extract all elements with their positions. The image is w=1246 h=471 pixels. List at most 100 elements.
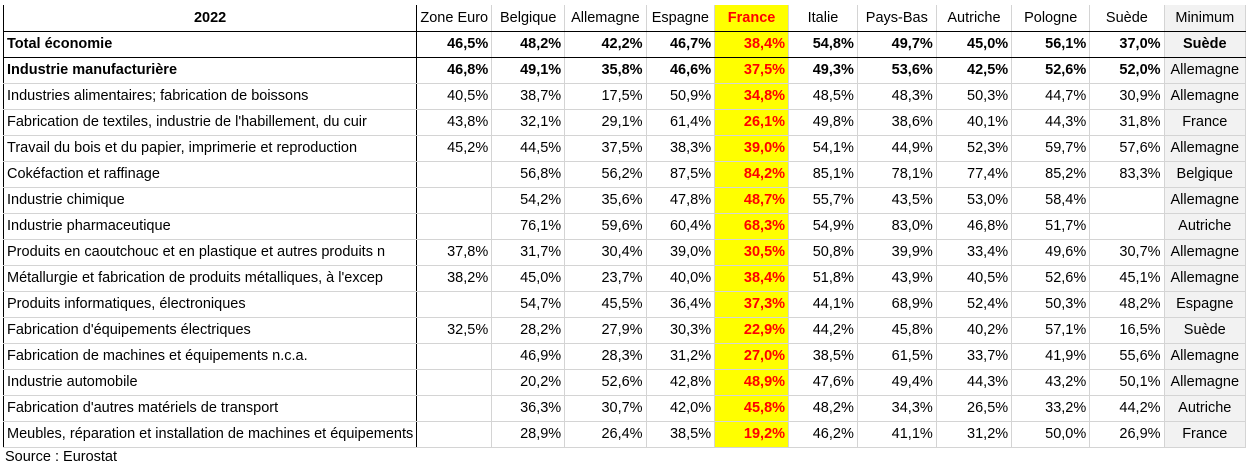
value-cell[interactable]: 50,8% <box>788 239 858 266</box>
minimum-cell[interactable]: Allemagne <box>1163 343 1246 370</box>
value-cell[interactable]: 17,5% <box>564 83 647 110</box>
value-cell[interactable]: 46,2% <box>788 421 858 448</box>
value-cell[interactable]: 68,9% <box>857 291 937 318</box>
value-cell[interactable]: 30,4% <box>564 239 647 266</box>
value-cell[interactable]: 44,3% <box>936 369 1013 396</box>
minimum-cell[interactable]: Espagne <box>1163 291 1246 318</box>
column-header[interactable]: Italie <box>788 5 858 32</box>
value-cell[interactable]: 50,0% <box>1011 421 1091 448</box>
value-cell[interactable]: 48,2% <box>491 31 566 58</box>
minimum-cell[interactable]: Belgique <box>1163 161 1246 188</box>
value-cell[interactable] <box>416 369 493 396</box>
value-cell[interactable]: 45,8% <box>857 317 937 344</box>
value-cell[interactable]: 23,7% <box>564 265 647 292</box>
value-cell[interactable]: 22,9% <box>714 317 790 344</box>
row-label[interactable]: Industrie pharmaceutique <box>2 213 418 240</box>
value-cell[interactable]: 40,1% <box>936 109 1013 136</box>
value-cell[interactable]: 37,8% <box>416 239 493 266</box>
column-header[interactable]: Allemagne <box>564 5 647 32</box>
value-cell[interactable]: 60,4% <box>646 213 716 240</box>
value-cell[interactable]: 53,0% <box>936 187 1013 214</box>
value-cell[interactable]: 31,7% <box>491 239 566 266</box>
value-cell[interactable]: 44,2% <box>1089 395 1165 422</box>
value-cell[interactable]: 44,7% <box>1011 83 1091 110</box>
value-cell[interactable]: 41,1% <box>857 421 937 448</box>
value-cell[interactable]: 44,1% <box>788 291 858 318</box>
value-cell[interactable]: 31,8% <box>1089 109 1165 136</box>
row-label[interactable]: Fabrication d'équipements électriques <box>2 317 418 344</box>
value-cell[interactable]: 43,2% <box>1011 369 1091 396</box>
value-cell[interactable]: 39,9% <box>857 239 937 266</box>
value-cell[interactable]: 37,5% <box>564 135 647 162</box>
value-cell[interactable]: 42,5% <box>936 57 1013 84</box>
value-cell[interactable]: 57,1% <box>1011 317 1091 344</box>
minimum-cell[interactable]: France <box>1163 421 1246 448</box>
column-header[interactable]: Pologne <box>1011 5 1091 32</box>
row-label[interactable]: Cokéfaction et raffinage <box>2 161 418 188</box>
value-cell[interactable] <box>416 161 493 188</box>
value-cell[interactable] <box>416 421 493 448</box>
value-cell[interactable]: 52,6% <box>1011 57 1091 84</box>
value-cell[interactable]: 48,9% <box>714 369 790 396</box>
column-header[interactable]: Autriche <box>936 5 1013 32</box>
value-cell[interactable]: 54,1% <box>788 135 858 162</box>
value-cell[interactable]: 57,6% <box>1089 135 1165 162</box>
value-cell[interactable]: 34,8% <box>714 83 790 110</box>
column-header[interactable]: Zone Euro <box>416 5 493 32</box>
value-cell[interactable]: 35,6% <box>564 187 647 214</box>
value-cell[interactable]: 48,2% <box>1089 291 1165 318</box>
value-cell[interactable]: 51,7% <box>1011 213 1091 240</box>
value-cell[interactable]: 26,5% <box>936 395 1013 422</box>
value-cell[interactable]: 32,1% <box>491 109 566 136</box>
value-cell[interactable]: 56,2% <box>564 161 647 188</box>
value-cell[interactable]: 52,6% <box>1011 265 1091 292</box>
value-cell[interactable]: 68,3% <box>714 213 790 240</box>
value-cell[interactable]: 55,7% <box>788 187 858 214</box>
value-cell[interactable]: 40,2% <box>936 317 1013 344</box>
value-cell[interactable]: 28,3% <box>564 343 647 370</box>
value-cell[interactable]: 43,8% <box>416 109 493 136</box>
value-cell[interactable]: 43,5% <box>857 187 937 214</box>
row-label[interactable]: Industries alimentaires; fabrication de … <box>2 83 418 110</box>
value-cell[interactable]: 30,3% <box>646 317 716 344</box>
row-label[interactable]: Total économie <box>2 31 418 58</box>
value-cell[interactable]: 16,5% <box>1089 317 1165 344</box>
value-cell[interactable]: 47,6% <box>788 369 858 396</box>
value-cell[interactable]: 27,9% <box>564 317 647 344</box>
value-cell[interactable]: 45,1% <box>1089 265 1165 292</box>
value-cell[interactable]: 42,0% <box>646 395 716 422</box>
value-cell[interactable]: 48,5% <box>788 83 858 110</box>
value-cell[interactable]: 61,5% <box>857 343 937 370</box>
value-cell[interactable]: 46,6% <box>646 57 716 84</box>
value-cell[interactable]: 46,8% <box>416 57 493 84</box>
value-cell[interactable]: 52,0% <box>1089 57 1165 84</box>
value-cell[interactable]: 26,4% <box>564 421 647 448</box>
value-cell[interactable]: 50,1% <box>1089 369 1165 396</box>
value-cell[interactable]: 33,2% <box>1011 395 1091 422</box>
value-cell[interactable]: 61,4% <box>646 109 716 136</box>
value-cell[interactable]: 59,6% <box>564 213 647 240</box>
value-cell[interactable] <box>416 213 493 240</box>
value-cell[interactable] <box>416 343 493 370</box>
value-cell[interactable]: 36,3% <box>491 395 566 422</box>
value-cell[interactable]: 38,3% <box>646 135 716 162</box>
minimum-cell[interactable]: France <box>1163 109 1246 136</box>
value-cell[interactable]: 50,9% <box>646 83 716 110</box>
value-cell[interactable]: 59,7% <box>1011 135 1091 162</box>
value-cell[interactable]: 33,4% <box>936 239 1013 266</box>
value-cell[interactable]: 30,5% <box>714 239 790 266</box>
value-cell[interactable]: 77,4% <box>936 161 1013 188</box>
value-cell[interactable]: 28,9% <box>491 421 566 448</box>
value-cell[interactable]: 20,2% <box>491 369 566 396</box>
value-cell[interactable]: 37,3% <box>714 291 790 318</box>
value-cell[interactable]: 39,0% <box>646 239 716 266</box>
minimum-cell[interactable]: Allemagne <box>1163 265 1246 292</box>
minimum-cell[interactable]: Allemagne <box>1163 187 1246 214</box>
value-cell[interactable]: 36,4% <box>646 291 716 318</box>
value-cell[interactable]: 42,2% <box>564 31 647 58</box>
minimum-cell[interactable]: Autriche <box>1163 395 1246 422</box>
value-cell[interactable]: 19,2% <box>714 421 790 448</box>
value-cell[interactable]: 30,7% <box>564 395 647 422</box>
value-cell[interactable]: 44,2% <box>788 317 858 344</box>
value-cell[interactable]: 49,8% <box>788 109 858 136</box>
